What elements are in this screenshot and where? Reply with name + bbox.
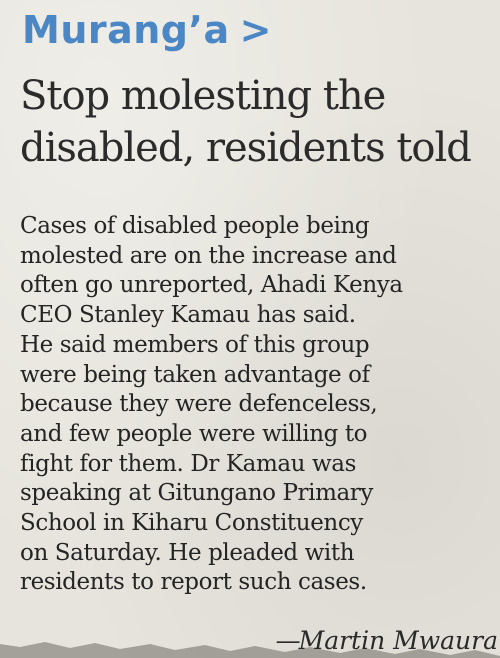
byline-author: Martin Mwaura <box>298 626 498 655</box>
byline-dash: — <box>275 626 301 655</box>
section-label: Murang’a > <box>22 8 272 52</box>
body-line: School in Kiharu Constituency <box>20 510 363 537</box>
body-line: speaking at Gitungano Primary <box>20 480 373 507</box>
body-line: often go unreported, Ahadi Kenya <box>20 272 403 299</box>
section-name: Murang’a <box>22 8 230 52</box>
body-line: because they were defenceless, <box>20 391 378 418</box>
section-arrow-icon: > <box>239 8 272 52</box>
body-line: Cases of disabled people being <box>20 213 370 239</box>
torn-paper-edge <box>0 642 500 658</box>
article-body: Cases of disabled people being molested … <box>20 212 500 598</box>
headline-line: Stop molesting the <box>20 73 386 119</box>
body-line: and few people were willing to <box>20 420 368 447</box>
body-line: residents to report such cases. <box>20 569 367 596</box>
byline: —Martin Mwaura <box>276 626 498 655</box>
body-line: He said members of this group <box>20 331 370 358</box>
body-line: were being taken advantage of <box>20 361 370 388</box>
body-line: fight for them. Dr Kamau was <box>20 450 357 477</box>
headline-line: disabled, residents told <box>20 125 472 171</box>
body-line: molested are on the increase and <box>20 242 397 269</box>
headline: Stop molesting the disabled, residents t… <box>20 70 490 174</box>
body-line: on Saturday. He pleaded with <box>20 539 355 566</box>
body-line: CEO Stanley Kamau has said. <box>20 302 356 329</box>
